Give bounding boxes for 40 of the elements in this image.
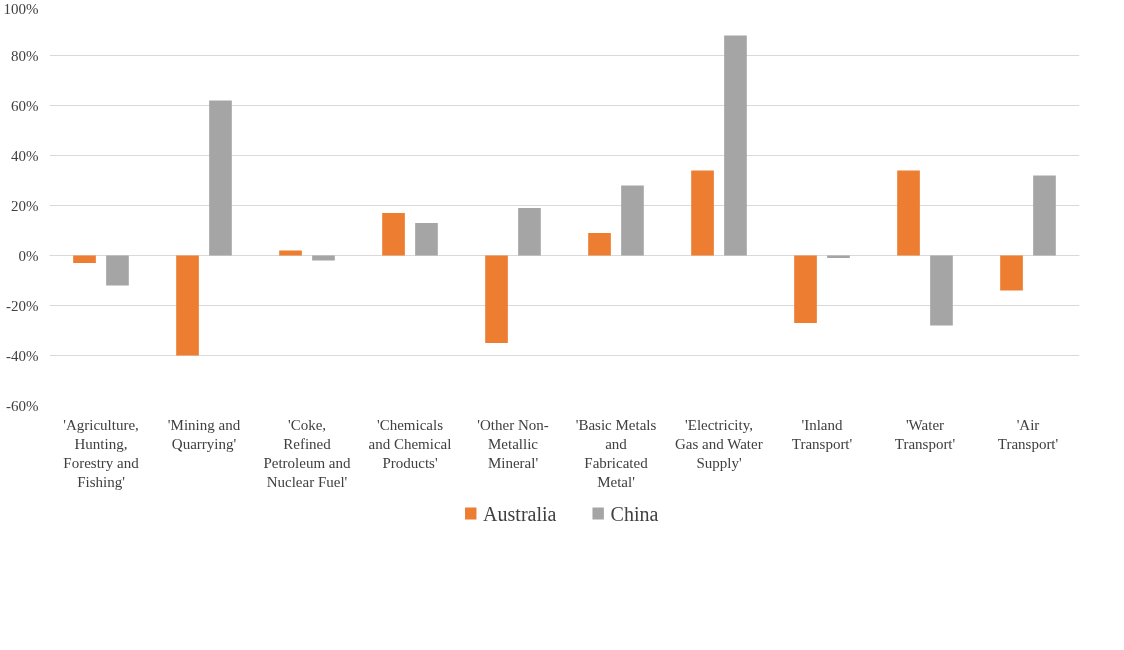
y-tick-label: 80% [11, 47, 39, 64]
y-tick-label: 0% [18, 247, 39, 264]
y-tick-label: -60% [6, 397, 39, 414]
x-tick-label: 'Coke, Refined Petroleum and Nuclear Fuel' [263, 416, 352, 491]
bar [691, 170, 714, 256]
x-tick-label: 'Mining and Quarrying' [167, 416, 241, 452]
bar [588, 233, 611, 256]
bar [1000, 255, 1023, 291]
bar [897, 170, 920, 256]
bar [794, 255, 817, 323]
bar [1033, 175, 1056, 256]
bar [518, 208, 541, 256]
bar [930, 255, 953, 326]
bar [382, 213, 405, 256]
bar [106, 255, 129, 286]
x-tick-label: 'Air Transport' [997, 416, 1059, 452]
bar [73, 255, 96, 263]
legend-label: China [610, 502, 659, 525]
y-tick-label: 20% [11, 197, 39, 214]
x-tick-label: 'Electricity, Gas and Water Supply' [675, 416, 763, 471]
y-tick-label: 60% [11, 97, 39, 114]
bar [176, 255, 199, 356]
bar [724, 35, 747, 256]
y-tick-label: 40% [11, 147, 39, 164]
x-tick-label: 'Other Non-Metallic Mineral' [477, 416, 549, 471]
bar [485, 255, 508, 343]
bar [312, 255, 335, 261]
legend-label: Australia [483, 502, 557, 525]
x-tick-label: 'Inland Transport' [791, 416, 853, 452]
bar [279, 250, 302, 256]
bar [209, 100, 232, 256]
x-tick-label: 'Water Transport' [894, 416, 956, 452]
y-tick-label: -20% [6, 297, 39, 314]
y-tick-label: -40% [6, 347, 39, 364]
bar [415, 223, 438, 256]
x-tick-label: 'Agriculture, Hunting, Forestry and Fishing' [63, 416, 140, 491]
x-tick-label: 'Basic Metals and Fabricated Metal' [575, 416, 657, 491]
x-tick-label: 'Chemicals and Chemical Products' [368, 416, 452, 471]
bar [621, 185, 644, 256]
y-tick-label: 100% [3, 0, 39, 17]
